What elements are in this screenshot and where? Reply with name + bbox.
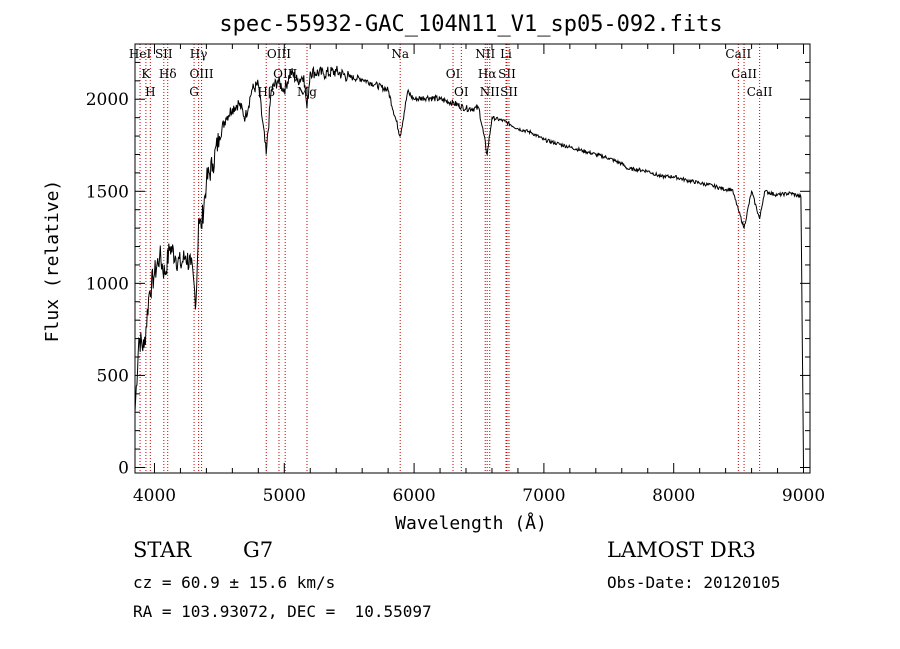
line-label: Hγ bbox=[190, 47, 208, 61]
line-label: Hα bbox=[478, 67, 497, 81]
y-tick-label: 0 bbox=[118, 458, 129, 478]
x-tick-label: 8000 bbox=[652, 486, 695, 506]
subclass: G7 bbox=[243, 538, 274, 562]
line-label: SII bbox=[155, 47, 173, 61]
line-label: Na bbox=[391, 47, 409, 61]
x-tick-label: 5000 bbox=[263, 486, 306, 506]
spectral-line-markers: HeIKHSIIHδGHγOIIIHβOIIIOIIIMgNaOIOINIIHα… bbox=[129, 44, 773, 473]
line-label: OI bbox=[446, 67, 461, 81]
chart-title: spec-55932-GAC_104N11_V1_sp05-092.fits bbox=[219, 12, 722, 37]
line-label: SII bbox=[498, 67, 516, 81]
line-label: OIII bbox=[267, 47, 291, 61]
line-label: H bbox=[145, 85, 155, 99]
line-label: NII bbox=[480, 85, 500, 99]
y-tick-label: 500 bbox=[97, 366, 129, 386]
line-label: G bbox=[189, 85, 199, 99]
x-tick-label: 6000 bbox=[392, 486, 435, 506]
line-label: OI bbox=[454, 85, 469, 99]
y-axis-label: Flux (relative) bbox=[42, 180, 63, 343]
obs-date: Obs-Date: 20120105 bbox=[607, 573, 781, 592]
plot-frame bbox=[134, 43, 811, 474]
line-label: CaII bbox=[725, 47, 751, 61]
line-label: K bbox=[141, 67, 151, 81]
redshift-cz: cz = 60.9 ± 15.6 km/s bbox=[133, 573, 336, 592]
survey-name: LAMOST DR3 bbox=[607, 538, 756, 562]
spectrum-layer bbox=[134, 65, 804, 468]
x-axis-label: Wavelength (Å) bbox=[395, 512, 547, 534]
line-label: CaII bbox=[747, 85, 773, 99]
line-label: SII bbox=[500, 85, 518, 99]
y-tick-label: 1500 bbox=[86, 182, 129, 202]
y-axis: 0 500 1000 1500 2000 bbox=[86, 61, 810, 478]
line-label: NII bbox=[475, 47, 495, 61]
coordinates: RA = 103.93072, DEC = 10.55097 bbox=[133, 602, 432, 621]
y-tick-label: 1000 bbox=[86, 274, 129, 294]
line-label: HeI bbox=[129, 47, 152, 61]
object-class: STAR bbox=[133, 538, 192, 562]
x-tick-label: 4000 bbox=[133, 486, 176, 506]
line-label: Li bbox=[500, 47, 512, 61]
y-tick-label: 2000 bbox=[86, 90, 129, 110]
x-axis: 4000 5000 6000 7000 8000 9000 bbox=[133, 44, 825, 506]
line-label: OIII bbox=[190, 67, 214, 81]
x-tick-label: 7000 bbox=[522, 486, 565, 506]
line-label: Mg bbox=[297, 85, 317, 99]
spectrum-series bbox=[134, 65, 804, 468]
x-tick-label: 9000 bbox=[782, 486, 825, 506]
line-label: Hδ bbox=[159, 67, 177, 81]
line-label: CaII bbox=[731, 67, 757, 81]
